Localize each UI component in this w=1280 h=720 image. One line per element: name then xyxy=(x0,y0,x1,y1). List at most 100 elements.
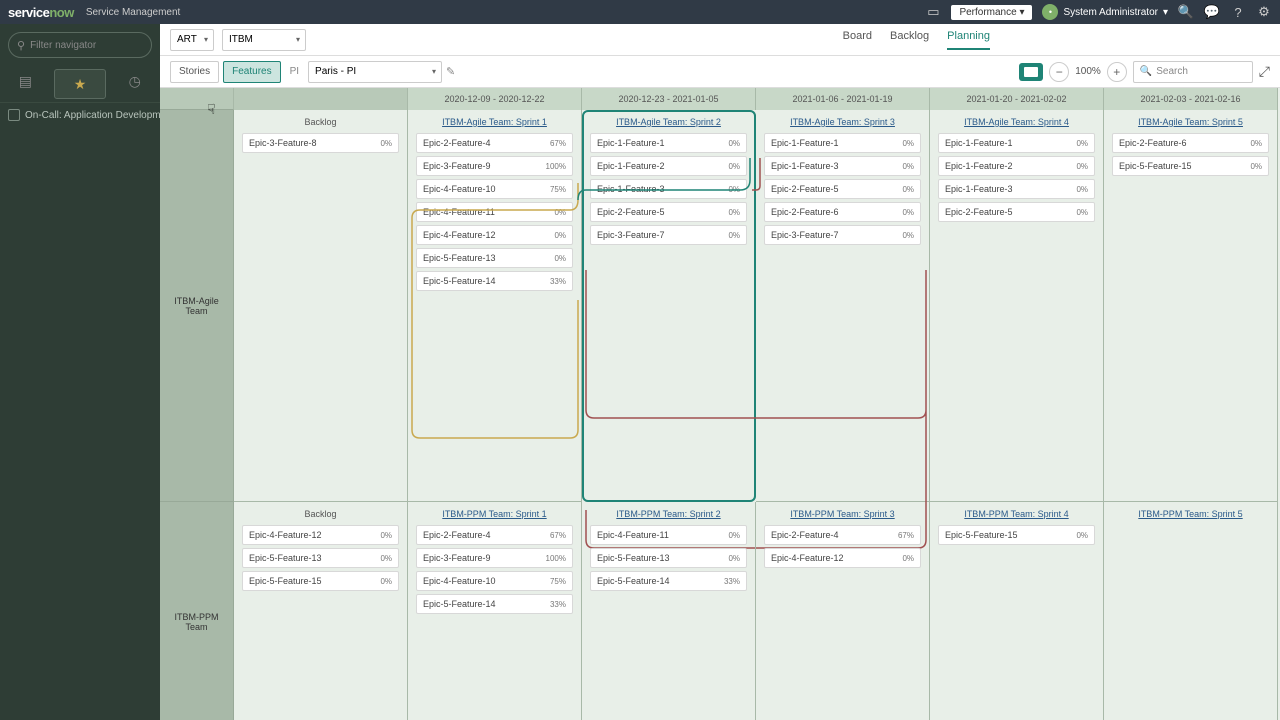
feature-card[interactable]: Epic-5-Feature-150% xyxy=(1112,156,1269,176)
screen-icon[interactable]: ▭ xyxy=(925,4,941,20)
feature-card[interactable]: Epic-4-Feature-1075% xyxy=(416,571,573,591)
feature-card[interactable]: Epic-1-Feature-10% xyxy=(938,133,1095,153)
nav-tabs: ▤ ★ ◷ xyxy=(0,66,160,103)
card-percent: 0% xyxy=(1076,531,1088,540)
feature-card[interactable]: Epic-5-Feature-1433% xyxy=(590,571,747,591)
feature-card[interactable]: Epic-4-Feature-120% xyxy=(242,525,399,545)
feature-card[interactable]: Epic-5-Feature-130% xyxy=(416,248,573,268)
view-tabs: Board Backlog Planning xyxy=(843,30,990,50)
feature-card[interactable]: Epic-5-Feature-1433% xyxy=(416,594,573,614)
feature-card[interactable]: Epic-5-Feature-150% xyxy=(242,571,399,591)
feature-card[interactable]: Epic-5-Feature-130% xyxy=(242,548,399,568)
feature-card[interactable]: Epic-1-Feature-30% xyxy=(764,156,921,176)
zoom-out-button[interactable]: − xyxy=(1049,62,1069,82)
sprint-column[interactable]: ITBM-Agile Team: Sprint 5Epic-2-Feature-… xyxy=(1104,110,1278,502)
program-select[interactable]: ITBM xyxy=(222,29,306,51)
sprint-column[interactable]: ITBM-PPM Team: Sprint 5 xyxy=(1104,502,1278,720)
help-icon[interactable]: ? xyxy=(1230,4,1246,20)
sprint-header[interactable]: ITBM-PPM Team: Sprint 3 xyxy=(764,506,921,525)
sprint-column[interactable]: ITBM-Agile Team: Sprint 4Epic-1-Feature-… xyxy=(930,110,1104,502)
user-menu[interactable]: • System Administrator ▾ xyxy=(1042,4,1168,20)
sprint-column[interactable]: ITBM-PPM Team: Sprint 1Epic-2-Feature-46… xyxy=(408,502,582,720)
sprint-column[interactable]: ITBM-PPM Team: Sprint 3Epic-2-Feature-46… xyxy=(756,502,930,720)
feature-card[interactable]: Epic-3-Feature-70% xyxy=(590,225,747,245)
feature-card[interactable]: Epic-1-Feature-10% xyxy=(764,133,921,153)
feature-card[interactable]: Epic-5-Feature-150% xyxy=(938,525,1095,545)
search-icon[interactable]: 🔍 xyxy=(1178,4,1194,20)
sprint-column[interactable]: ITBM-Agile Team: Sprint 2Epic-1-Feature-… xyxy=(582,110,756,502)
performance-button[interactable]: Performance ▾ xyxy=(951,5,1032,20)
feature-card[interactable]: Epic-2-Feature-50% xyxy=(590,202,747,222)
feature-card[interactable]: Epic-3-Feature-9100% xyxy=(416,548,573,568)
feature-card[interactable]: Epic-2-Feature-60% xyxy=(764,202,921,222)
zoom-in-button[interactable]: + xyxy=(1107,62,1127,82)
sprint-header[interactable]: ITBM-PPM Team: Sprint 5 xyxy=(1112,506,1269,525)
feature-card[interactable]: Epic-4-Feature-110% xyxy=(590,525,747,545)
feature-card[interactable]: Epic-2-Feature-467% xyxy=(416,525,573,545)
tab-backlog[interactable]: Backlog xyxy=(890,30,929,50)
backlog-column[interactable]: BacklogEpic-4-Feature-120%Epic-5-Feature… xyxy=(234,502,408,720)
nav-tab-all[interactable]: ▤ xyxy=(0,66,51,96)
sprint-header[interactable]: ITBM-PPM Team: Sprint 1 xyxy=(416,506,573,525)
sprint-header[interactable]: ITBM-Agile Team: Sprint 4 xyxy=(938,114,1095,133)
backlog-column[interactable]: BacklogEpic-3-Feature-80% xyxy=(234,110,408,502)
nav-tab-history[interactable]: ◷ xyxy=(109,66,160,96)
card-title: Epic-1-Feature-3 xyxy=(597,184,665,194)
feature-card[interactable]: Epic-3-Feature-80% xyxy=(242,133,399,153)
user-name: System Administrator xyxy=(1063,7,1157,18)
edit-icon[interactable]: ✎ xyxy=(446,65,455,78)
stories-button[interactable]: Stories xyxy=(170,61,219,83)
sprint-header[interactable]: ITBM-Agile Team: Sprint 5 xyxy=(1112,114,1269,133)
board-search-input[interactable]: 🔍 Search xyxy=(1133,61,1253,83)
card-title: Epic-4-Feature-10 xyxy=(423,184,496,194)
header-subtitle: Service Management xyxy=(86,7,181,18)
sprint-header[interactable]: ITBM-PPM Team: Sprint 4 xyxy=(938,506,1095,525)
date-row-label xyxy=(160,88,234,110)
nav-item-oncall[interactable]: On-Call: Application Developme… xyxy=(0,103,160,127)
feature-card[interactable]: Epic-5-Feature-1433% xyxy=(416,271,573,291)
sprint-column[interactable]: ITBM-PPM Team: Sprint 2Epic-4-Feature-11… xyxy=(582,502,756,720)
sprint-header[interactable]: ITBM-Agile Team: Sprint 3 xyxy=(764,114,921,133)
sprint-header[interactable]: ITBM-PPM Team: Sprint 2 xyxy=(590,506,747,525)
pi-select[interactable]: Paris - PI xyxy=(308,61,442,83)
nav-tab-favorites[interactable]: ★ xyxy=(54,69,107,99)
feature-card[interactable]: Epic-5-Feature-130% xyxy=(590,548,747,568)
sprint-column[interactable]: ITBM-PPM Team: Sprint 4Epic-5-Feature-15… xyxy=(930,502,1104,720)
tab-planning[interactable]: Planning xyxy=(947,30,990,50)
card-title: Epic-1-Feature-2 xyxy=(945,161,1013,171)
card-title: Epic-4-Feature-12 xyxy=(423,230,496,240)
feature-card[interactable]: Epic-4-Feature-120% xyxy=(416,225,573,245)
feature-card[interactable]: Epic-3-Feature-70% xyxy=(764,225,921,245)
tab-board[interactable]: Board xyxy=(843,30,872,50)
feature-card[interactable]: Epic-2-Feature-467% xyxy=(764,525,921,545)
feature-card[interactable]: Epic-1-Feature-20% xyxy=(590,156,747,176)
card-percent: 0% xyxy=(902,185,914,194)
feature-card[interactable]: Epic-2-Feature-50% xyxy=(764,179,921,199)
feature-card[interactable]: Epic-2-Feature-50% xyxy=(938,202,1095,222)
feature-card[interactable]: Epic-1-Feature-10% xyxy=(590,133,747,153)
feature-card[interactable]: Epic-1-Feature-3 0% xyxy=(590,179,747,199)
feature-card[interactable]: Epic-1-Feature-30% xyxy=(938,179,1095,199)
sprint-header[interactable]: ITBM-Agile Team: Sprint 1 xyxy=(416,114,573,133)
nav-item-label: On-Call: Application Developme… xyxy=(25,110,160,121)
feature-card[interactable]: Epic-3-Feature-9100% xyxy=(416,156,573,176)
sprint-column[interactable]: ITBM-Agile Team: Sprint 1Epic-2-Feature-… xyxy=(408,110,582,502)
feature-card[interactable]: Epic-2-Feature-60% xyxy=(1112,133,1269,153)
features-button[interactable]: Features xyxy=(223,61,280,83)
art-select[interactable]: ART xyxy=(170,29,214,51)
feature-card[interactable]: Epic-1-Feature-20% xyxy=(938,156,1095,176)
feature-card[interactable]: Epic-4-Feature-120% xyxy=(764,548,921,568)
feature-card[interactable]: Epic-4-Feature-1075% xyxy=(416,179,573,199)
sprint-header[interactable]: ITBM-Agile Team: Sprint 2 xyxy=(590,114,747,133)
expand-icon[interactable]: ⤢ xyxy=(1259,63,1270,80)
card-title: Epic-2-Feature-4 xyxy=(771,530,839,540)
sprint-column[interactable]: ITBM-Agile Team: Sprint 3Epic-1-Feature-… xyxy=(756,110,930,502)
gear-icon[interactable]: ⚙ xyxy=(1256,4,1272,20)
filter-navigator-input[interactable]: ⚲ Filter navigator xyxy=(8,32,152,58)
card-percent: 0% xyxy=(728,185,740,194)
feature-card[interactable]: Epic-2-Feature-467% xyxy=(416,133,573,153)
view-toggle-icon[interactable] xyxy=(1019,63,1043,81)
chat-icon[interactable]: 💬 xyxy=(1204,4,1220,20)
feature-card[interactable]: Epic-4-Feature-110% xyxy=(416,202,573,222)
team-label: ITBM-Agile Team xyxy=(160,110,234,502)
